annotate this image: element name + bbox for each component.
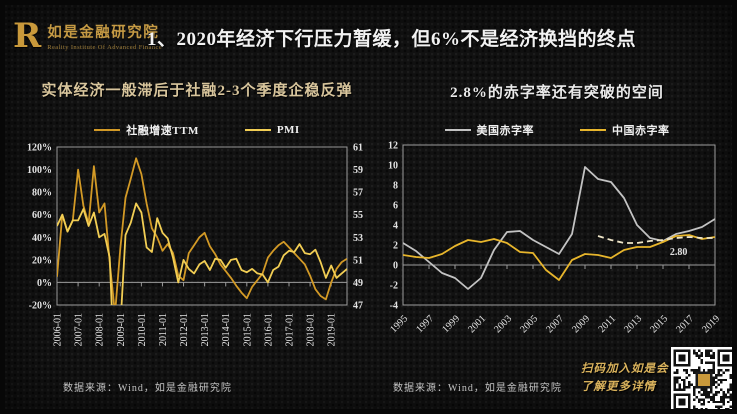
qr-promo-text: 扫码加入如是会 了解更多详情 xyxy=(581,361,673,397)
svg-text:2019-01: 2019-01 xyxy=(327,313,338,346)
svg-text:2011: 2011 xyxy=(596,313,618,335)
svg-text:20%: 20% xyxy=(32,255,52,266)
svg-text:57: 57 xyxy=(353,188,363,199)
svg-text:12: 12 xyxy=(388,141,398,152)
svg-text:2003: 2003 xyxy=(492,313,514,335)
svg-text:100%: 100% xyxy=(27,165,52,176)
shirong-line-swatch xyxy=(94,129,121,131)
right-chart-title: 2.8%的赤字率还有突破的空间 xyxy=(450,85,664,101)
svg-text:2008-01: 2008-01 xyxy=(95,313,106,346)
pmi-line-swatch xyxy=(244,129,271,131)
svg-text:2009-01: 2009-01 xyxy=(116,313,127,346)
legend-item-pmi: PMI xyxy=(244,122,300,138)
svg-text:2.80: 2.80 xyxy=(670,247,688,258)
legend-label-us-deficit: 美国赤字率 xyxy=(476,125,534,137)
svg-text:1997: 1997 xyxy=(414,313,436,335)
svg-text:2014-01: 2014-01 xyxy=(221,313,232,346)
us-deficit-line-swatch xyxy=(444,129,471,131)
svg-text:2018-01: 2018-01 xyxy=(306,313,317,346)
cn-deficit-line-swatch xyxy=(580,129,606,131)
svg-text:2015-01: 2015-01 xyxy=(242,313,253,346)
qr-promo-line2: 了解更多详情 xyxy=(581,380,656,393)
svg-text:2012-01: 2012-01 xyxy=(179,313,190,346)
brand-name-cn: 如是金融研究院 xyxy=(47,25,160,42)
legend-item-cn-deficit: 中国赤字率 xyxy=(580,122,670,138)
legend-label-shirong: 社融增速TTM xyxy=(126,125,199,137)
svg-text:55: 55 xyxy=(353,210,363,221)
svg-text:-20%: -20% xyxy=(29,301,52,312)
svg-text:4: 4 xyxy=(393,221,398,232)
svg-text:2013-01: 2013-01 xyxy=(200,313,211,346)
svg-text:2010-01: 2010-01 xyxy=(137,313,148,346)
brand-r-icon: R xyxy=(13,16,42,56)
svg-text:2007: 2007 xyxy=(544,313,566,335)
qr-promo-line1: 扫码加入如是会 xyxy=(581,363,669,375)
slide-title: 1、2020年经济下行压力暂缓，但6%不是经济换挡的终点 xyxy=(147,29,637,50)
right-data-source: 数据来源：Wind，如是金融研究院 xyxy=(393,383,562,394)
svg-text:2007-01: 2007-01 xyxy=(74,313,85,346)
svg-text:49: 49 xyxy=(353,278,363,289)
legend-label-cn-deficit: 中国赤字率 xyxy=(612,125,670,137)
svg-text:53: 53 xyxy=(353,233,363,244)
svg-text:10: 10 xyxy=(388,161,398,172)
svg-text:80%: 80% xyxy=(32,188,52,199)
svg-text:2017: 2017 xyxy=(674,313,696,335)
svg-text:0%: 0% xyxy=(37,278,52,289)
legend-item-shirong: 社融增速TTM xyxy=(94,122,199,138)
svg-text:47: 47 xyxy=(353,301,363,312)
brand-name-en: Reality Institute Of Advanced Finance xyxy=(47,44,163,52)
svg-text:2011-01: 2011-01 xyxy=(158,313,169,346)
left-chart-title: 实体经济一般滞后于社融2-3个季度企稳反弹 xyxy=(41,83,353,99)
svg-text:2009: 2009 xyxy=(570,313,592,335)
svg-text:2016-01: 2016-01 xyxy=(263,313,274,346)
svg-text:2013: 2013 xyxy=(622,313,644,335)
qr-code xyxy=(671,347,732,409)
left-chart-legend: 社融增速TTM PMI xyxy=(17,122,377,138)
svg-text:-4: -4 xyxy=(390,301,398,312)
social-financing-pmi-chart: -20% 0% 20% 40% 60% 80% 100% 120% 47 49 51 53 55 57 59… xyxy=(27,143,363,347)
svg-text:2001: 2001 xyxy=(466,313,488,335)
right-chart-legend: 美国赤字率 中国赤字率 xyxy=(387,122,727,138)
svg-text:61: 61 xyxy=(353,143,363,154)
brand-logo: R 如是金融研究院 Reality Institute Of Advanced … xyxy=(13,16,163,56)
legend-item-us-deficit: 美国赤字率 xyxy=(444,122,535,138)
svg-text:2019: 2019 xyxy=(700,313,722,335)
svg-text:1999: 1999 xyxy=(440,313,462,335)
svg-text:2015: 2015 xyxy=(648,313,670,335)
legend-label-pmi: PMI xyxy=(276,124,300,136)
svg-text:40%: 40% xyxy=(32,233,52,244)
svg-text:2017-01: 2017-01 xyxy=(285,313,296,346)
left-data-source: 数据来源：Wind，如是金融研究院 xyxy=(63,383,232,394)
svg-text:8: 8 xyxy=(393,181,398,192)
svg-text:2005: 2005 xyxy=(518,313,540,335)
svg-text:2: 2 xyxy=(393,241,398,252)
svg-text:59: 59 xyxy=(353,165,363,176)
svg-text:0: 0 xyxy=(393,261,398,272)
svg-text:60%: 60% xyxy=(32,210,52,221)
svg-text:6: 6 xyxy=(393,201,398,212)
svg-text:-2: -2 xyxy=(390,281,398,292)
svg-text:120%: 120% xyxy=(27,143,52,154)
svg-text:1995: 1995 xyxy=(388,313,410,335)
svg-text:51: 51 xyxy=(353,255,363,266)
svg-text:2006-01: 2006-01 xyxy=(53,313,64,346)
